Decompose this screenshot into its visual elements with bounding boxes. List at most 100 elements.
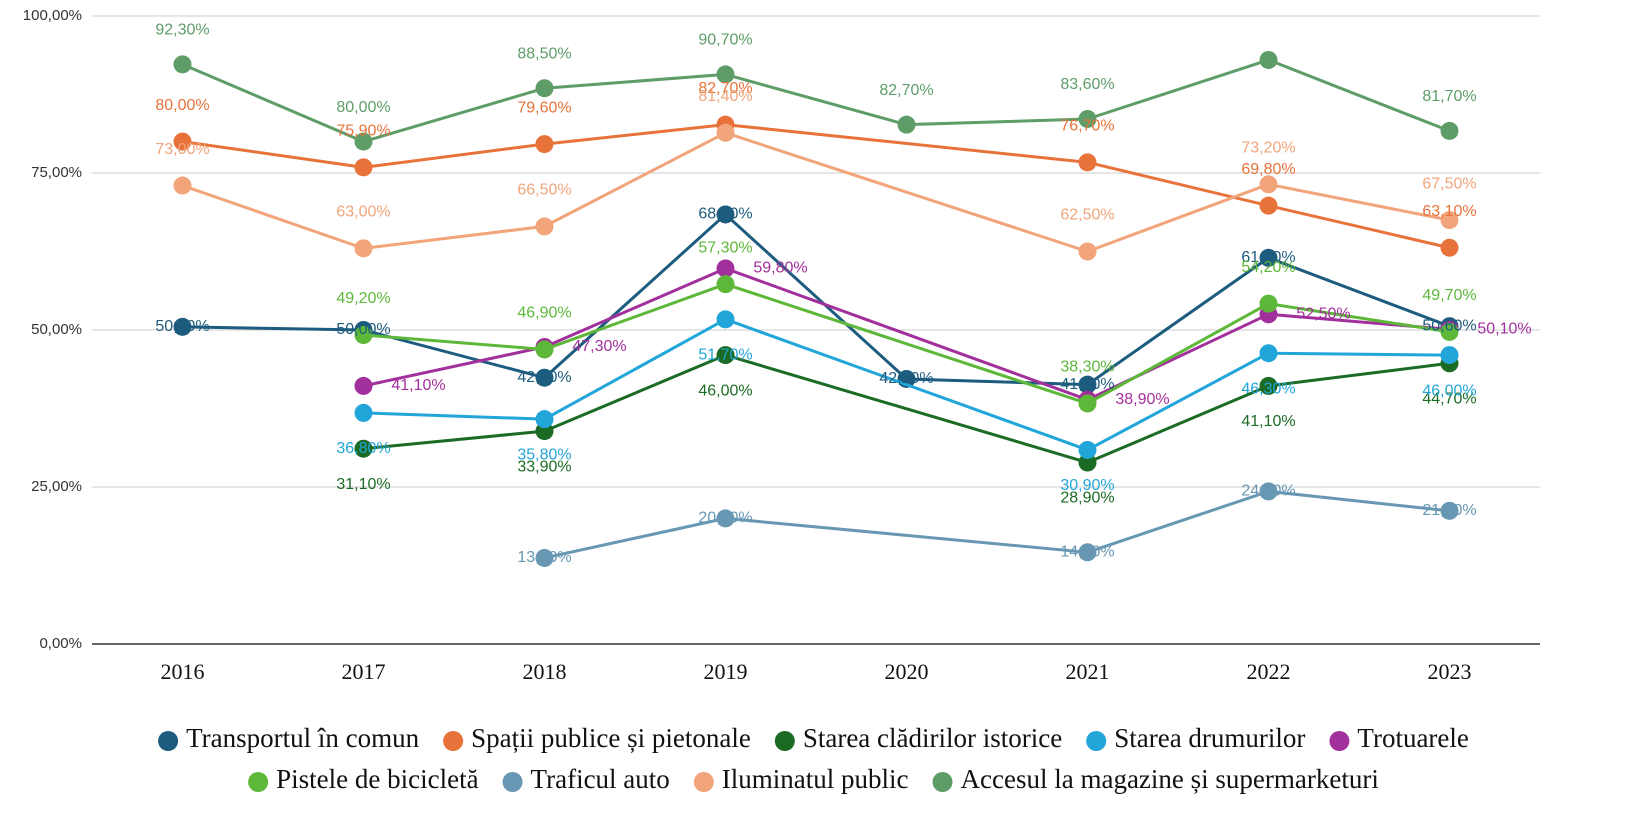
- point: [1078, 375, 1097, 394]
- line-segment: [363, 224, 545, 250]
- data-label: 59,80%: [753, 260, 807, 277]
- point: [1078, 440, 1097, 459]
- data-label: 21,20%: [1422, 502, 1476, 519]
- point: [354, 132, 373, 151]
- line-segment: [1086, 384, 1270, 464]
- legend-marker: [502, 772, 523, 792]
- point: [535, 79, 554, 98]
- point: [1440, 346, 1459, 365]
- line-segment: [1087, 160, 1269, 208]
- line-segment: [544, 516, 726, 560]
- line-segment: [1086, 182, 1270, 253]
- legend-marker: [932, 772, 953, 792]
- data-label: 82,70%: [698, 80, 752, 97]
- line-segment: [725, 353, 1088, 464]
- point: [535, 135, 554, 154]
- point: [716, 65, 735, 84]
- data-label: 41,10%: [391, 377, 445, 394]
- x-tick-label: 2022: [1247, 659, 1291, 684]
- data-label: 54,20%: [1241, 259, 1295, 276]
- point: [1259, 248, 1278, 267]
- legend-marker: [693, 772, 714, 792]
- data-label: 44,70%: [1422, 391, 1476, 408]
- data-label: 50,00%: [336, 321, 390, 338]
- point: [1259, 196, 1278, 215]
- x-tick-label: 2018: [523, 659, 567, 684]
- legend-marker: [443, 731, 464, 751]
- series: [354, 310, 1459, 459]
- line-segment: [363, 333, 545, 351]
- y-tick-label: 50,00%: [31, 321, 82, 338]
- data-label: 69,80%: [1241, 161, 1295, 178]
- data-label: 41,10%: [1241, 413, 1295, 430]
- point: [173, 55, 192, 74]
- point: [1259, 344, 1278, 363]
- data-label: 73,20%: [1241, 140, 1295, 157]
- data-label: 63,10%: [1422, 203, 1476, 220]
- y-tick-label: 0,00%: [39, 635, 82, 652]
- data-label: 92,30%: [155, 22, 209, 39]
- point: [1259, 175, 1278, 194]
- data-label: 31,10%: [336, 476, 390, 493]
- data-label: 51,70%: [698, 347, 752, 364]
- point: [1078, 153, 1097, 172]
- data-label: 28,90%: [1060, 490, 1114, 507]
- legend-row: Pistele de bicicletă Traficul auto Ilumina…: [248, 764, 1379, 794]
- data-label: 42,20%: [879, 370, 933, 387]
- legend-marker: [158, 731, 179, 751]
- point: [897, 115, 916, 134]
- point: [716, 509, 735, 528]
- data-label: 81,70%: [1422, 88, 1476, 105]
- data-label: 46,30%: [1241, 380, 1295, 397]
- point: [716, 259, 735, 278]
- legend-label: Starea drumurilor: [1114, 723, 1305, 753]
- point: [1259, 482, 1278, 501]
- line-segment: [1268, 361, 1450, 388]
- series: [354, 275, 1459, 413]
- data-label: 73,00%: [155, 141, 209, 158]
- data-label: 63,00%: [336, 204, 390, 221]
- line-segment: [543, 353, 727, 433]
- line-segment: [1267, 256, 1451, 328]
- legend-label: Accesul la magazine și supermarketuri: [961, 764, 1379, 794]
- y-tick-label: 75,00%: [31, 164, 82, 181]
- data-label: 47,30%: [572, 338, 626, 355]
- line-segment: [544, 123, 726, 146]
- line-segment: [906, 117, 1088, 127]
- point: [354, 376, 373, 395]
- data-label: 75,90%: [336, 123, 390, 140]
- data-label: 82,70%: [879, 82, 933, 99]
- point: [173, 176, 192, 195]
- data-label: 79,60%: [517, 99, 571, 116]
- line-segment: [725, 72, 907, 127]
- data-label: 35,80%: [517, 446, 571, 463]
- legend-label: Pistele de bicicletă: [276, 764, 478, 794]
- legend-marker: [1086, 731, 1107, 751]
- point: [535, 340, 554, 359]
- legend-label: Transportul în comun: [186, 723, 420, 753]
- y-tick-label: 100,00%: [23, 7, 82, 24]
- point: [1259, 376, 1278, 395]
- line-segment: [543, 267, 727, 349]
- y-tick-label: 25,00%: [31, 478, 82, 495]
- data-label: 62,50%: [1060, 207, 1114, 224]
- line-segment: [181, 62, 365, 143]
- legend-marker: [774, 731, 795, 751]
- point: [1259, 294, 1278, 313]
- point: [173, 317, 192, 336]
- point: [1078, 543, 1097, 562]
- data-label: 57,30%: [698, 239, 752, 256]
- data-label: 46,90%: [517, 305, 571, 322]
- line-segment: [724, 267, 1089, 402]
- legend-label: Spații publice și pietonale: [471, 723, 751, 753]
- line-segment: [363, 86, 545, 144]
- point: [535, 368, 554, 387]
- data-label: 14,60%: [1060, 544, 1114, 561]
- data-label: 67,50%: [1422, 175, 1476, 192]
- line-segment: [363, 142, 545, 169]
- data-label: 80,00%: [155, 97, 209, 114]
- data-label: 50,60%: [1422, 317, 1476, 334]
- data-label: 50,50%: [155, 318, 209, 335]
- data-label: 41,30%: [1060, 376, 1114, 393]
- point: [1259, 50, 1278, 69]
